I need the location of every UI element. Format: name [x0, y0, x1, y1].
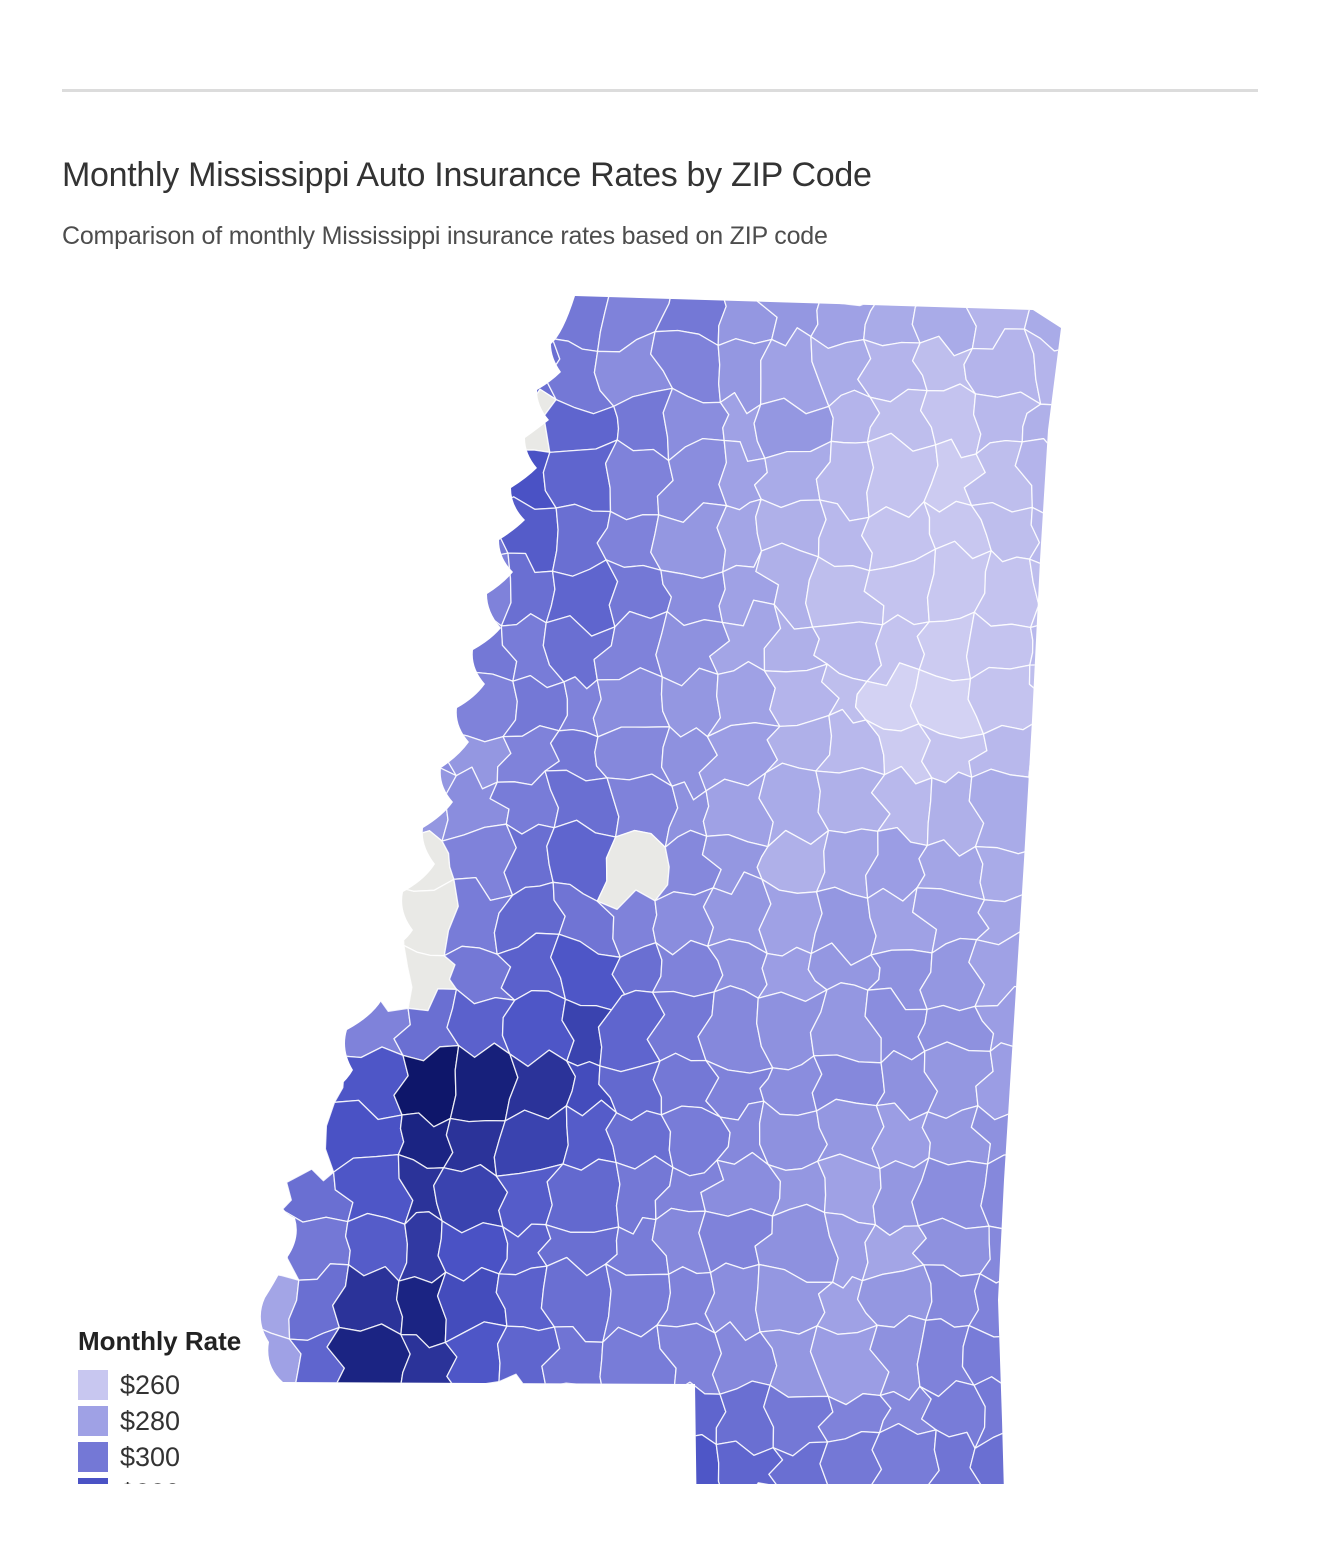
legend-label: $260 — [120, 1370, 181, 1400]
zip-region[interactable] — [1028, 506, 1087, 572]
zip-region[interactable] — [715, 1440, 784, 1484]
zip-region[interactable] — [768, 1441, 831, 1484]
legend-title: Monthly Rate — [78, 1326, 242, 1356]
legend-item: $260 — [78, 1370, 241, 1400]
zip-region[interactable] — [1028, 710, 1094, 778]
zip-region[interactable] — [1028, 558, 1085, 629]
zip-region[interactable] — [1023, 1212, 1080, 1279]
zip-region[interactable] — [819, 1430, 883, 1484]
zip-region[interactable] — [545, 1158, 621, 1233]
legend-label: $280 — [120, 1406, 181, 1436]
legend-item: $300 — [78, 1442, 241, 1472]
zip-region[interactable] — [1032, 883, 1093, 955]
page-title: Monthly Mississippi Auto Insurance Rates… — [62, 156, 872, 194]
legend-swatch — [78, 1370, 108, 1400]
zip-region[interactable] — [967, 664, 1049, 735]
zip-region[interactable] — [968, 931, 1042, 1008]
chart-area: Monthly Rate $260 $280 $300 $320 — [0, 0, 1320, 1484]
zip-region[interactable] — [1022, 1322, 1087, 1390]
zip-region[interactable] — [326, 1323, 411, 1398]
zip-region[interactable] — [501, 989, 575, 1068]
zip-region[interactable] — [925, 1429, 983, 1484]
zip-region[interactable] — [448, 438, 504, 511]
header-divider — [62, 89, 1258, 92]
legend-label: $320 — [120, 1478, 180, 1484]
zip-region[interactable] — [968, 768, 1047, 855]
legend-swatch — [78, 1442, 108, 1472]
zip-region[interactable] — [980, 1153, 1050, 1231]
zip-region[interactable] — [1021, 989, 1085, 1059]
zip-region[interactable] — [1028, 765, 1094, 849]
zip-region[interactable] — [441, 549, 512, 627]
zip-region[interactable] — [870, 1422, 940, 1484]
zip-region[interactable] — [1021, 1042, 1089, 1125]
choropleth-map[interactable] — [0, 0, 1320, 1484]
zip-region[interactable] — [448, 495, 509, 562]
zip-region[interactable] — [1031, 835, 1084, 906]
zip-region[interactable] — [1028, 664, 1096, 722]
zip-region[interactable] — [1023, 328, 1086, 408]
page-subtitle: Comparison of monthly Mississippi insura… — [62, 222, 828, 250]
legend-item: $320 — [78, 1478, 241, 1484]
legend-swatch — [78, 1478, 108, 1484]
zip-region[interactable] — [974, 845, 1041, 903]
zip-region[interactable] — [1023, 1266, 1089, 1329]
zip-region[interactable] — [717, 277, 778, 347]
map-legend: Monthly Rate $260 $280 $300 $320 — [78, 1326, 241, 1484]
zip-region[interactable] — [1029, 603, 1087, 673]
zip-region[interactable] — [437, 1220, 509, 1282]
zip-region[interactable] — [1029, 1160, 1091, 1226]
zip-region[interactable] — [441, 671, 518, 743]
zip-region[interactable] — [1033, 1103, 1091, 1171]
legend-label: $300 — [120, 1442, 181, 1472]
zip-region[interactable] — [923, 1264, 981, 1328]
legend-item: $280 — [78, 1406, 241, 1436]
zip-region[interactable] — [968, 1268, 1044, 1338]
legend-swatch — [78, 1406, 108, 1436]
zip-region[interactable] — [961, 1324, 1044, 1390]
zip-region[interactable] — [1034, 935, 1093, 1003]
